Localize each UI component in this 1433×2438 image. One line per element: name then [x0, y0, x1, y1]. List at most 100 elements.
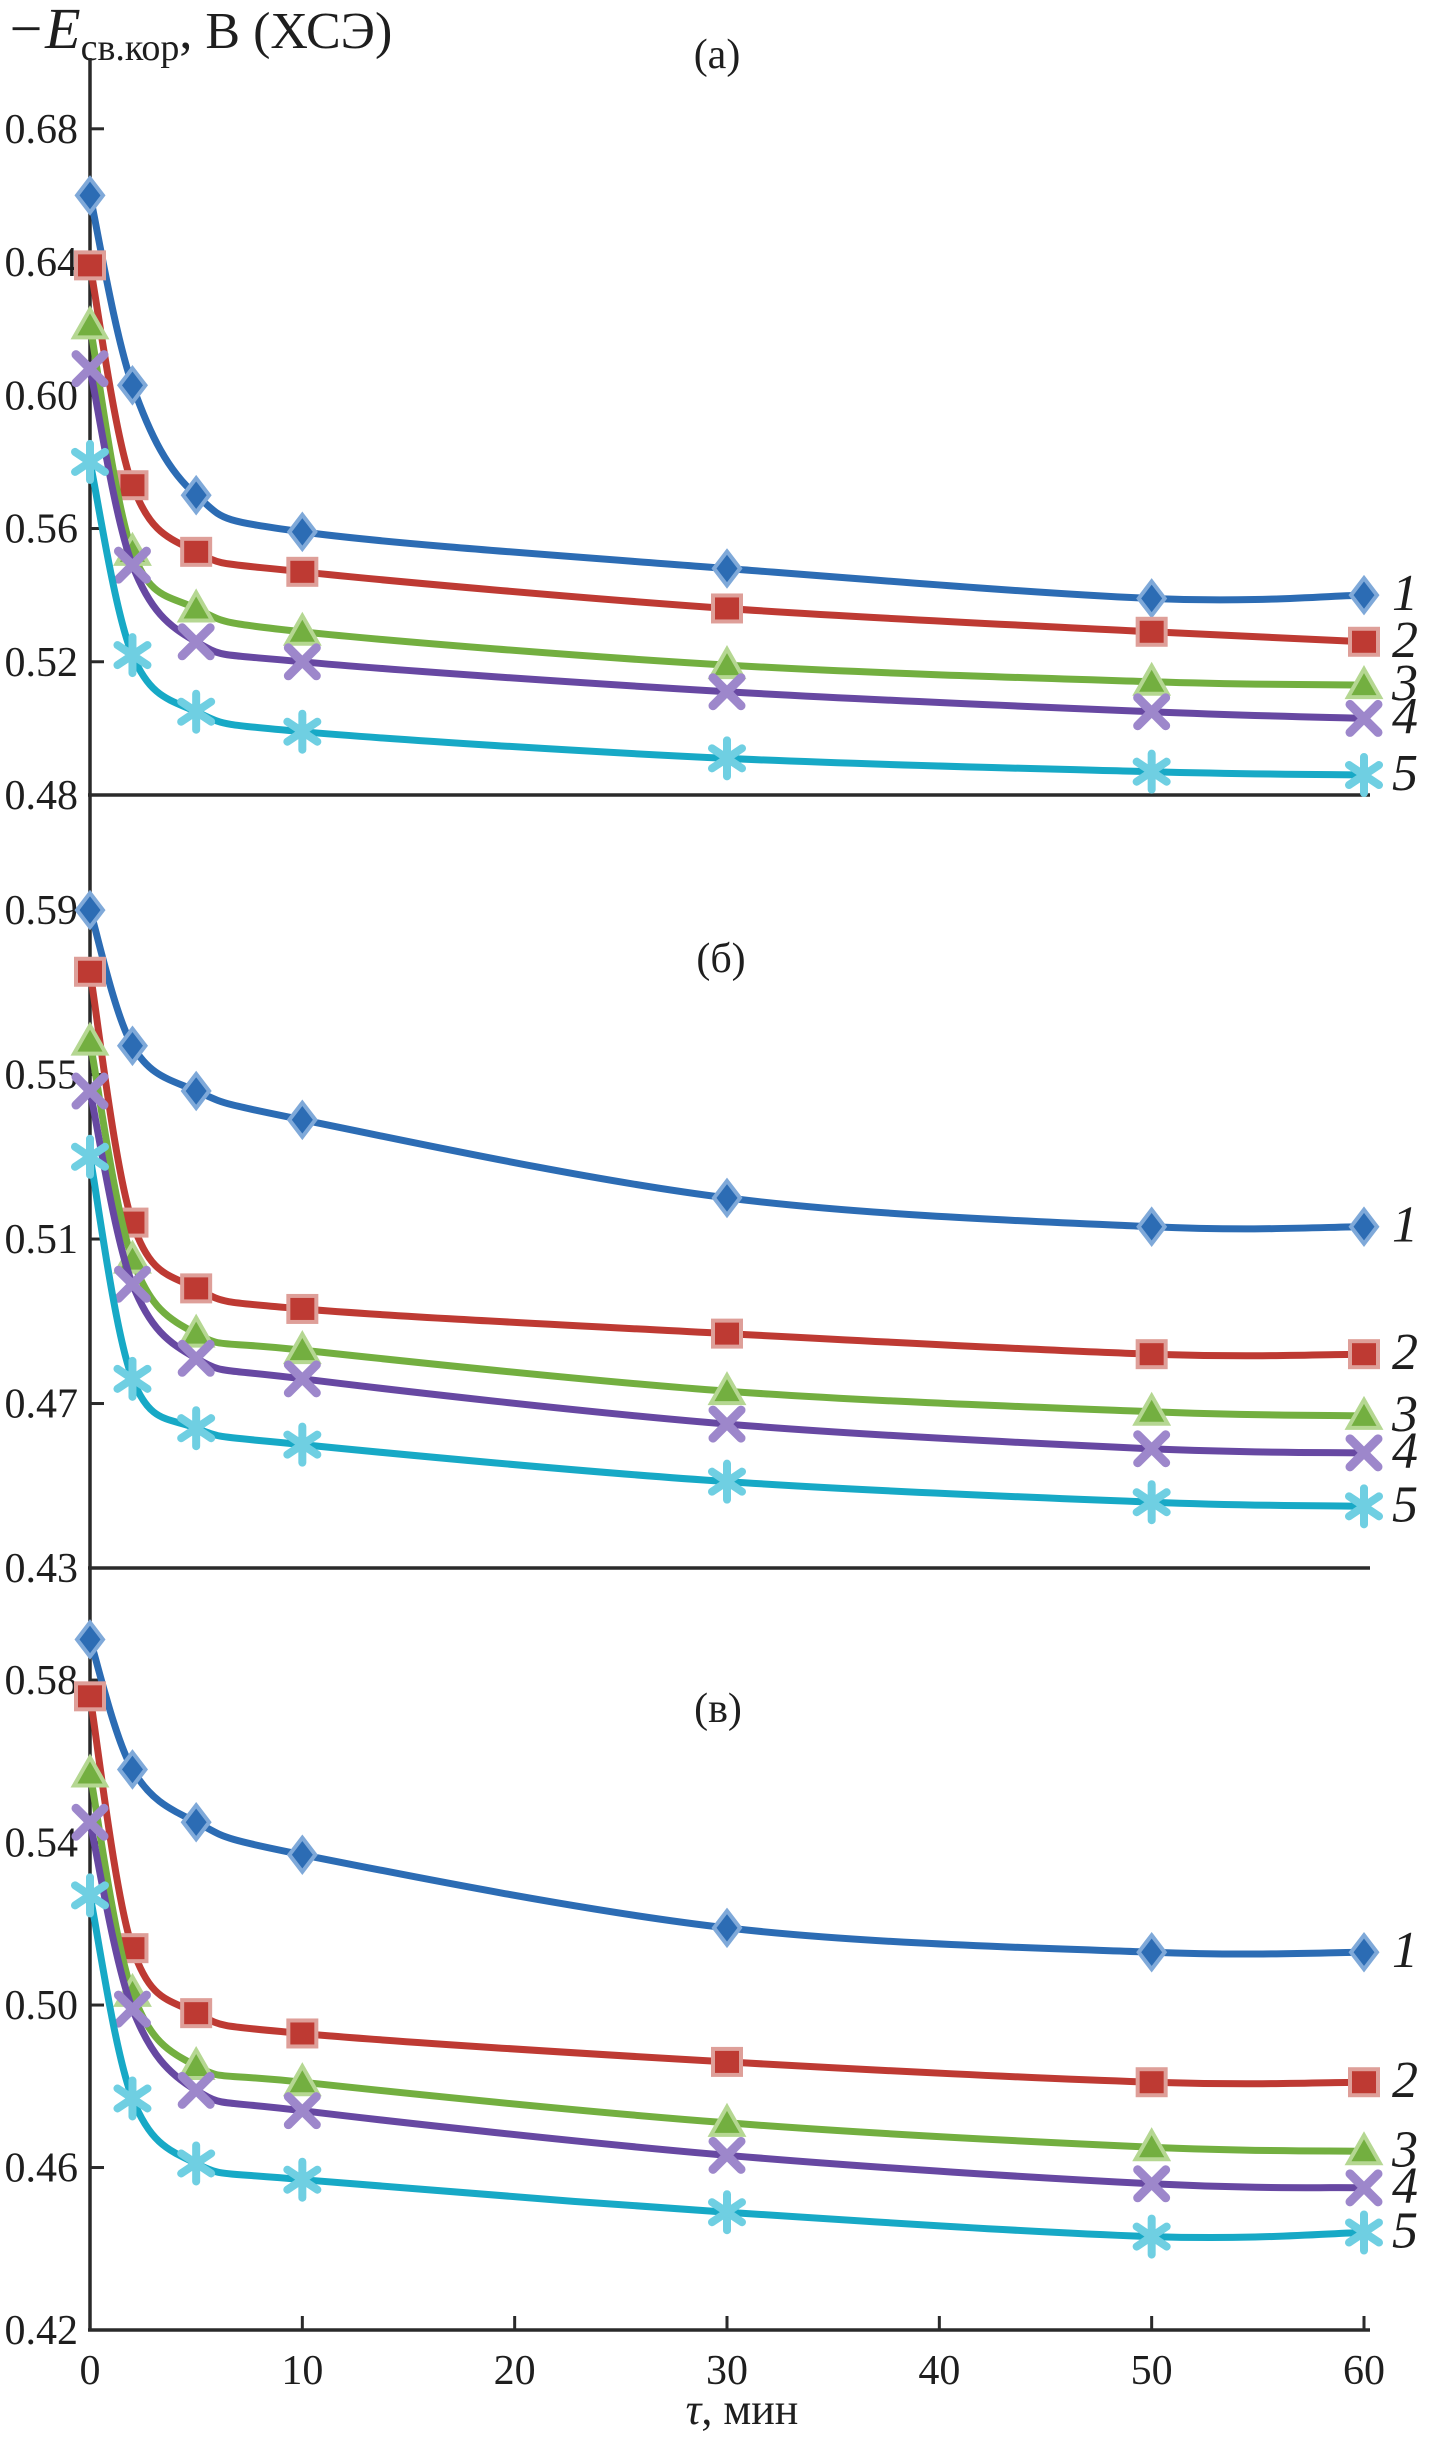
panel-title-b: (б)	[696, 936, 745, 982]
marker-triangle	[1344, 1395, 1384, 1430]
marker-triangle	[176, 1313, 216, 1348]
marker-triangle	[282, 611, 322, 646]
marker-triangle	[176, 2045, 216, 2080]
marker-asterisk	[283, 2157, 322, 2202]
x-tick-label: 30	[706, 2348, 748, 2394]
marker-diamond	[1136, 1931, 1168, 1973]
marker-x	[1345, 2169, 1383, 2207]
marker-diamond	[116, 1025, 148, 1067]
marker-asterisk	[283, 1422, 322, 1467]
marker-triangle	[176, 588, 216, 623]
marker-square	[74, 1681, 106, 1712]
marker-asterisk	[113, 1356, 152, 1401]
marker-asterisk	[1132, 1480, 1171, 1525]
series-end-label-3: 3	[1391, 655, 1418, 712]
marker-square	[74, 250, 106, 281]
series-end-label-3: 3	[1391, 2121, 1418, 2178]
marker-triangle	[1132, 661, 1172, 696]
marker-triangle	[70, 1753, 110, 1788]
series-end-label-5: 5	[1392, 2203, 1418, 2260]
marker-triangle	[1132, 1391, 1172, 1426]
marker-x	[708, 2136, 746, 2174]
marker-triangle	[1344, 2131, 1384, 2166]
y-tick-label: 0.48	[5, 773, 79, 819]
x-axis-title-units: , мин	[701, 2385, 798, 2434]
y-axis-title-units: , В (ХСЭ)	[179, 3, 392, 60]
marker-x	[113, 1265, 151, 1303]
marker-diamond	[1348, 1931, 1380, 1973]
series-end-label-2: 2	[1392, 612, 1418, 669]
marker-asterisk	[1132, 2214, 1171, 2259]
marker-asterisk	[283, 709, 322, 754]
y-tick-label: 0.51	[5, 1217, 79, 1263]
marker-x	[177, 623, 215, 661]
marker-square	[1135, 2067, 1168, 2098]
marker-square	[286, 2018, 319, 2049]
marker-asterisk	[71, 439, 109, 484]
series-end-label-4: 4	[1392, 1423, 1418, 1480]
marker-asterisk	[708, 2190, 746, 2235]
y-tick-label: 0.54	[5, 1821, 79, 1867]
y-tick-label: 0.58	[5, 1658, 79, 1704]
marker-triangle	[282, 1330, 322, 1365]
marker-square	[1348, 1339, 1380, 1370]
marker-x	[177, 1339, 215, 1377]
marker-x	[283, 1360, 321, 1398]
marker-square	[711, 2046, 743, 2077]
marker-asterisk	[1345, 1484, 1383, 1529]
plot-content: 0 10 20 30 40 50 600.480.520.560.600.640.68123…	[5, 107, 1419, 2394]
marker-square	[180, 536, 213, 567]
marker-square	[74, 956, 106, 987]
marker-diamond	[711, 548, 743, 589]
marker-x	[283, 643, 321, 681]
marker-diamond	[180, 1801, 212, 1843]
marker-x	[71, 350, 109, 388]
y-tick-label: 0.42	[5, 2308, 79, 2354]
series-end-label-2: 2	[1392, 2052, 1418, 2109]
marker-diamond	[180, 1070, 212, 1112]
marker-asterisk	[113, 2076, 152, 2121]
x-tick-label: 0	[80, 2348, 101, 2394]
x-axis-title: τ, мин	[686, 2385, 799, 2434]
marker-diamond	[286, 511, 318, 553]
marker-square	[286, 556, 319, 587]
marker-asterisk	[708, 1459, 746, 1504]
marker-x	[1133, 693, 1171, 731]
marker-triangle	[282, 2062, 322, 2097]
marker-asterisk	[177, 1406, 216, 1451]
marker-x	[283, 2092, 321, 2130]
marker-square	[1135, 616, 1168, 647]
series-end-label-4: 4	[1392, 2158, 1418, 2215]
marker-x	[113, 546, 151, 584]
marker-asterisk	[71, 1873, 109, 1918]
marker-asterisk	[708, 736, 746, 781]
marker-x	[1133, 1430, 1171, 1468]
marker-x	[71, 1072, 109, 1110]
series-end-label-1: 1	[1392, 1922, 1418, 1979]
marker-square	[711, 593, 743, 624]
marker-x	[1133, 2165, 1171, 2203]
marker-square	[180, 1273, 213, 1304]
series-end-label-1: 1	[1392, 1197, 1418, 1254]
marker-diamond	[711, 1177, 743, 1219]
marker-diamond	[74, 1619, 106, 1660]
marker-diamond	[74, 889, 106, 931]
y-tick-label: 0.59	[5, 888, 79, 934]
y-tick-label: 0.52	[5, 640, 79, 686]
series-end-label-2: 2	[1392, 1324, 1418, 1381]
panel-title-a: (а)	[694, 32, 741, 78]
y-tick-label: 0.46	[5, 2146, 79, 2192]
marker-x	[71, 1803, 109, 1841]
marker-square	[1348, 626, 1380, 657]
marker-x	[113, 1990, 151, 2028]
marker-triangle	[707, 2102, 747, 2137]
marker-x	[1345, 1434, 1383, 1472]
marker-triangle	[1344, 665, 1384, 700]
marker-square	[180, 1998, 213, 2029]
curve-series-3	[86, 1770, 1368, 2155]
marker-x	[1345, 699, 1383, 737]
marker-triangle	[1132, 2127, 1172, 2162]
marker-triangle	[70, 1021, 110, 1056]
curve-series-2	[86, 968, 1368, 1360]
